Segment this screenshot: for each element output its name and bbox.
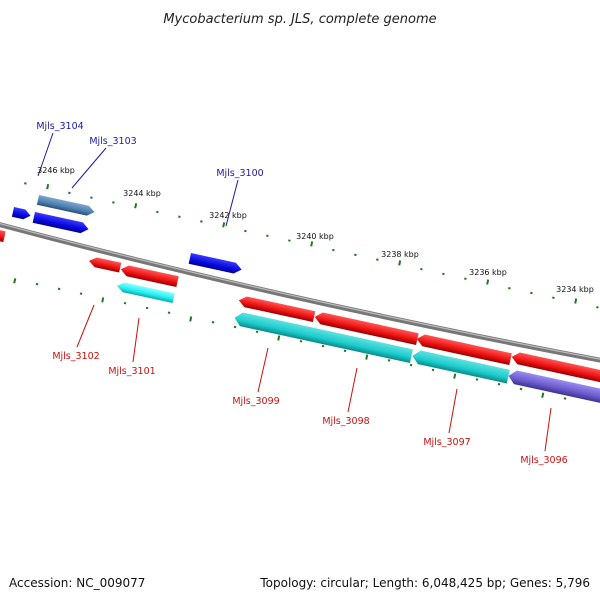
tick-label: 3236 kbp [469, 268, 507, 277]
gene-arrow[interactable] [510, 351, 600, 384]
gene-arrow[interactable] [313, 311, 419, 345]
gene-label-mjls-3104[interactable]: Mjls_3104 [36, 121, 83, 132]
tick-marks-forward [24, 182, 599, 309]
accession-text: Accession: NC_009077 [9, 576, 146, 590]
tick-mark [189, 316, 193, 322]
gene-arrow[interactable] [11, 207, 32, 221]
tick-mark [453, 373, 457, 379]
gene-label-mjls-3097[interactable]: Mjls_3097 [423, 437, 470, 448]
tick-mark [486, 279, 490, 285]
gene-arrow[interactable] [238, 295, 316, 323]
tick-marks-reverse [13, 278, 567, 400]
gene-leader-line [225, 179, 239, 227]
tick-mark [222, 222, 226, 228]
gene-arrow-mjls-3096[interactable] [507, 369, 600, 404]
gene-arrow[interactable] [415, 333, 512, 366]
gene-label-mjls-3098[interactable]: Mjls_3098 [322, 416, 369, 427]
tick-mark [134, 203, 138, 209]
tick-mark [541, 392, 545, 398]
genome-backbone [0, 222, 600, 363]
genome-summary-text: Topology: circular; Length: 6,048,425 bp… [260, 576, 590, 590]
tick-label: 3246 kbp [37, 166, 75, 175]
genes-layer [0, 195, 600, 404]
gene-arrow-mjls-3104[interactable] [36, 195, 96, 217]
tick-mark [365, 354, 369, 360]
gene-label-mjls-3101[interactable]: Mjls_3101 [108, 366, 155, 377]
gene-leader-line [347, 367, 358, 413]
gene-label-mjls-3100[interactable]: Mjls_3100 [216, 168, 263, 179]
tick-mark [574, 298, 578, 304]
tick-label: 3242 kbp [209, 211, 247, 220]
gene-arrow-mjls-3101[interactable] [116, 281, 175, 304]
gene-label-mjls-3103[interactable]: Mjls_3103 [89, 136, 136, 147]
gene-leader-line [448, 388, 458, 434]
gene-arrow-mjls-3100[interactable] [188, 253, 243, 275]
genome-backbone-highlight [0, 223, 600, 360]
tick-mark [398, 260, 402, 266]
gene-label-mjls-3096[interactable]: Mjls_3096 [520, 455, 567, 466]
tick-label: 3240 kbp [296, 232, 334, 241]
tick-mark [46, 184, 50, 190]
gene-arrow-mjls-3097[interactable] [411, 349, 510, 384]
gene-leader-line [544, 407, 552, 452]
gene-leader-line [71, 147, 107, 189]
gene-arrow[interactable] [120, 264, 179, 288]
gene-leader-line [257, 347, 269, 393]
gene-arrow-mjls-3099[interactable] [233, 311, 413, 364]
gene-arrow[interactable] [0, 228, 6, 243]
map-title: Mycobacterium sp. JLS, complete genome [163, 12, 436, 27]
tick-mark [13, 278, 17, 284]
gene-leader-line [37, 132, 54, 177]
tick-mark [101, 297, 105, 303]
tick-label: 3244 kbp [123, 189, 161, 198]
tick-labels-layer: 3246 kbp 3244 kbp 3242 kbp 3240 kbp 3238 kbp… [37, 166, 594, 294]
tick-label: 3234 kbp [556, 285, 594, 294]
gene-arrow-mjls-3102[interactable] [88, 256, 122, 273]
gene-arrow-mjls-3103[interactable] [32, 212, 90, 235]
gene-label-mjls-3099[interactable]: Mjls_3099 [232, 396, 279, 407]
gene-leader-line [132, 317, 140, 363]
tick-mark [310, 241, 314, 247]
gene-leader-line [76, 304, 95, 348]
gene-label-mjls-3102[interactable]: Mjls_3102 [52, 351, 99, 362]
gene-labels-layer: Mjls_3104 Mjls_3103 Mjls_3100 Mjls_3102 Mjls… [36, 121, 567, 466]
tick-mark [277, 335, 281, 341]
tick-label: 3238 kbp [381, 250, 419, 259]
